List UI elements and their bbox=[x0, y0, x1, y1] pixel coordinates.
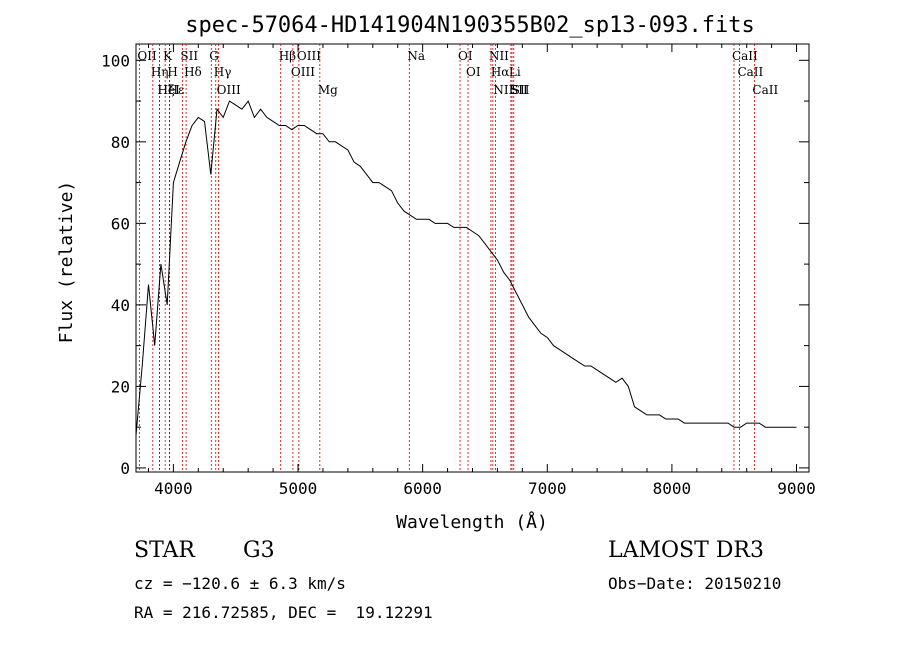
y-axis-label: Flux (relative) bbox=[56, 181, 77, 344]
line-label: Mg bbox=[318, 83, 338, 97]
line-label: CaII bbox=[737, 65, 763, 79]
y-tick-label: 40 bbox=[111, 296, 130, 315]
line-label: SII bbox=[512, 83, 530, 97]
line-label: CaII bbox=[732, 49, 758, 63]
line-label: SII bbox=[180, 49, 198, 63]
line-label: Hη bbox=[151, 65, 169, 79]
redshift-cz: cz = −120.6 ± 6.3 km/s bbox=[134, 574, 346, 593]
x-tick-label: 9000 bbox=[777, 479, 816, 498]
obs-date: Obs−Date: 20150210 bbox=[608, 574, 782, 593]
line-label: OII bbox=[137, 49, 157, 63]
y-tick-label: 80 bbox=[111, 133, 130, 152]
line-label: SII bbox=[510, 83, 528, 97]
line-label: OIII bbox=[217, 83, 241, 97]
line-label: G bbox=[209, 49, 219, 63]
y-tick-label: 0 bbox=[120, 459, 130, 478]
y-axis-ticks: 0 20 40 60 80 100 bbox=[101, 51, 809, 478]
emission-line-labels: OIIHηHζHeIKHHεSIIHδGHγOIIIHβOIIIOIIIMgNa… bbox=[137, 49, 778, 97]
chart-title: spec-57064-HD141904N190355B02_sp13-093.f… bbox=[185, 13, 755, 38]
x-tick-label: 5000 bbox=[279, 479, 318, 498]
line-label: Hε bbox=[168, 83, 185, 97]
line-label: OI bbox=[458, 49, 473, 63]
plot-frame bbox=[135, 43, 810, 473]
x-axis-label: Wavelength (Å) bbox=[396, 511, 548, 533]
spectrum-line bbox=[135, 100, 797, 436]
line-label: HeI bbox=[158, 83, 181, 97]
y-tick-label: 60 bbox=[111, 214, 130, 233]
line-label: Hβ bbox=[279, 49, 296, 63]
line-label: NII bbox=[493, 83, 513, 97]
line-label: Hζ bbox=[158, 83, 175, 97]
x-tick-label: 8000 bbox=[653, 479, 692, 498]
line-label: OIII bbox=[291, 65, 315, 79]
object-class: STAR bbox=[134, 538, 195, 563]
line-label: NII bbox=[489, 49, 509, 63]
x-tick-label: 7000 bbox=[528, 479, 567, 498]
line-label: Li bbox=[509, 65, 521, 79]
line-label: Hγ bbox=[214, 65, 232, 79]
y-tick-label: 100 bbox=[101, 51, 130, 70]
line-label: Hδ bbox=[184, 65, 202, 79]
x-tick-label: 6000 bbox=[403, 479, 442, 498]
emission-line-markers bbox=[138, 44, 755, 472]
x-tick-label: 4000 bbox=[154, 479, 193, 498]
survey-name: LAMOST DR3 bbox=[608, 538, 764, 563]
coordinates: RA = 216.72585, DEC = 19.12291 bbox=[134, 603, 433, 622]
line-label: Hα bbox=[491, 65, 510, 79]
line-label: Na bbox=[407, 49, 425, 63]
line-label: OIII bbox=[297, 49, 321, 63]
subclass: G3 bbox=[243, 538, 275, 563]
line-label: K bbox=[163, 49, 173, 63]
line-label: CaII bbox=[752, 83, 778, 97]
y-tick-label: 20 bbox=[111, 377, 130, 396]
line-label: OI bbox=[466, 65, 481, 79]
line-label: H bbox=[167, 65, 177, 79]
x-axis-ticks: 4000 5000 6000 7000 8000 9000 bbox=[147, 44, 816, 498]
